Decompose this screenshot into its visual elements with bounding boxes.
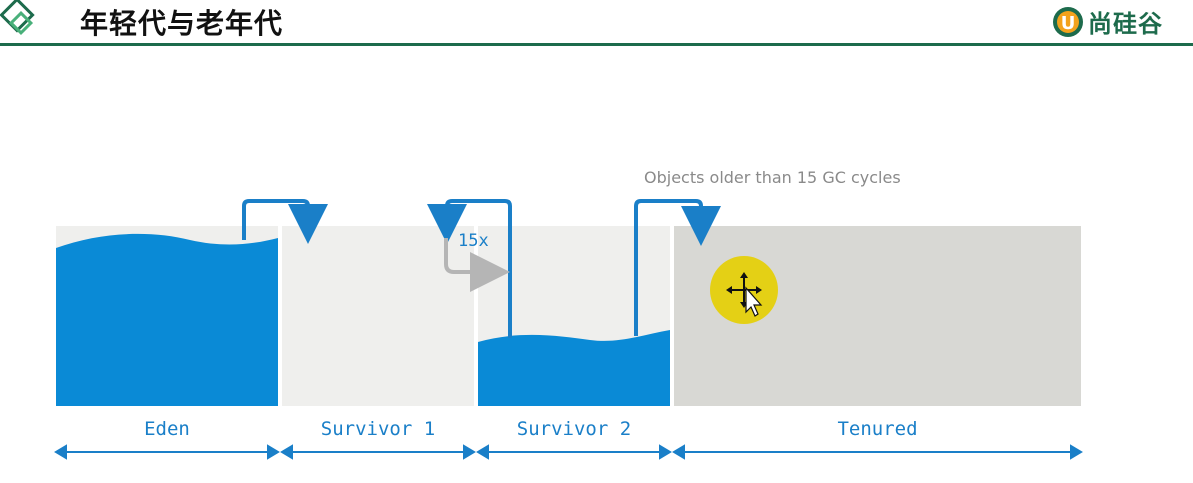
header-divider bbox=[0, 43, 1193, 46]
diamond-logo-icon bbox=[0, 0, 35, 36]
eden-fill bbox=[56, 233, 278, 406]
brand-logo: U 尚硅谷 bbox=[1052, 4, 1163, 39]
objects-older-note: Objects older than 15 GC cycles bbox=[644, 168, 901, 187]
header: 年轻代与老年代 U 尚硅谷 bbox=[0, 0, 1193, 46]
survivor2-to-survivor1-arrow bbox=[427, 199, 512, 338]
brand-u-icon: U bbox=[1053, 6, 1083, 37]
tenured-label: Tenured bbox=[837, 418, 918, 440]
move-cursor-icon bbox=[726, 272, 763, 317]
survivor1-label: Survivor 1 bbox=[320, 418, 436, 440]
cycle-arrow bbox=[444, 238, 510, 292]
brand-u-letter: U bbox=[1061, 13, 1076, 34]
survivor2-to-tenured-arrow bbox=[634, 199, 721, 336]
page-title: 年轻代与老年代 bbox=[80, 7, 284, 40]
survivor1-region bbox=[282, 226, 474, 406]
brand-name: 尚硅谷 bbox=[1088, 10, 1163, 38]
eden-to-survivor1-arrow bbox=[242, 199, 328, 244]
survivor2-label: Survivor 2 bbox=[516, 418, 632, 440]
survivor2-fill bbox=[478, 330, 670, 406]
cycle-label: 15x bbox=[458, 231, 489, 251]
eden-label: Eden bbox=[144, 418, 190, 440]
